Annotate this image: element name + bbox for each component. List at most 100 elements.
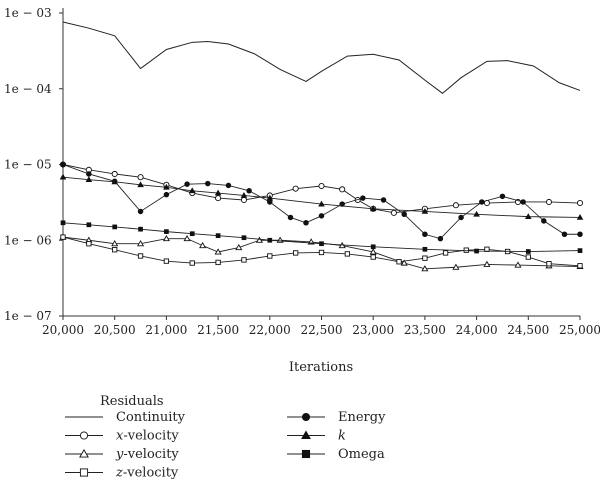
data-point-x-velocity <box>452 202 459 209</box>
x-axis-title: Iterations <box>289 360 353 375</box>
data-point-z-velocity <box>215 259 221 266</box>
data-point-x-velocity <box>137 174 144 181</box>
legend-item-energy: Energy <box>287 410 386 425</box>
data-point-energy <box>86 171 92 177</box>
data-point-k <box>137 181 144 188</box>
data-point-z-velocity <box>442 250 449 256</box>
series-line-energy <box>62 164 580 240</box>
data-point-z-velocity <box>525 254 531 260</box>
x-tick-label: 25,000 <box>559 323 600 337</box>
x-tick-label: 24,000 <box>456 323 498 337</box>
data-point-k <box>421 208 429 214</box>
data-point-omega <box>215 233 221 239</box>
data-point-k <box>85 176 93 183</box>
y-tick-label: 1e − 05 <box>4 158 52 172</box>
data-point-energy <box>60 161 66 168</box>
data-point-y-velocity <box>162 234 170 242</box>
series-layer <box>59 21 584 272</box>
data-point-k <box>576 214 584 220</box>
data-point-y-velocity <box>255 236 263 243</box>
data-point-energy <box>577 231 583 238</box>
x-tick-label: 23,500 <box>404 323 446 337</box>
data-point-omega <box>86 222 92 228</box>
legend-swatch-marker <box>301 430 311 440</box>
data-point-y-velocity <box>421 265 429 272</box>
data-point-omega <box>60 220 66 226</box>
data-point-energy <box>380 197 387 203</box>
data-point-energy <box>479 199 485 205</box>
legend-label: z-velocity <box>115 466 179 481</box>
legend-item-continuity: Continuity <box>65 410 186 425</box>
data-point-energy <box>163 191 170 198</box>
data-point-z-velocity <box>60 234 66 240</box>
legend-swatch-marker <box>79 431 89 440</box>
data-point-energy <box>499 193 506 200</box>
data-point-z-velocity <box>370 254 376 260</box>
x-axis: 20,000 20,500 21,000 21,500 22,000 22,500 23,0… <box>42 316 600 337</box>
series-continuity <box>62 21 581 94</box>
data-point-energy <box>246 188 252 194</box>
data-point-z-velocity <box>577 263 583 269</box>
data-point-y-velocity <box>235 243 243 251</box>
data-point-omega <box>370 244 376 250</box>
data-point-energy <box>137 208 144 215</box>
data-point-k <box>266 194 274 201</box>
data-point-k <box>369 205 377 212</box>
x-tick-label: 21,000 <box>145 323 187 337</box>
data-point-x-velocity <box>318 182 325 190</box>
x-tick-label: 21,500 <box>197 323 239 337</box>
data-point-z-velocity <box>267 253 273 259</box>
data-point-x-velocity <box>339 186 346 193</box>
data-point-k <box>240 192 248 198</box>
data-point-k <box>473 210 480 217</box>
x-tick-label: 22,500 <box>301 323 343 337</box>
data-point-energy <box>318 213 325 219</box>
data-point-energy <box>520 199 526 205</box>
series-x-velocity <box>59 161 584 216</box>
data-point-k <box>188 187 196 194</box>
data-point-x-velocity <box>390 209 397 216</box>
data-point-z-velocity <box>189 260 195 266</box>
data-point-energy <box>205 180 211 187</box>
data-point-y-velocity <box>137 240 145 247</box>
data-point-z-velocity <box>344 251 350 257</box>
data-point-energy <box>401 211 407 218</box>
legend-swatch-marker <box>301 412 311 422</box>
data-point-k <box>524 213 532 219</box>
data-point-omega <box>267 237 273 243</box>
data-point-z-velocity <box>422 255 428 261</box>
data-point-z-velocity <box>318 249 325 256</box>
y-tick-label: 1e − 03 <box>4 6 52 20</box>
legend-item-z-velocity: z-velocity <box>65 466 179 481</box>
series-line-z-velocity <box>62 236 581 267</box>
legend-swatch-marker <box>79 468 89 477</box>
x-tick-label: 24,500 <box>507 323 549 337</box>
data-point-omega <box>525 249 531 254</box>
data-point-k <box>318 200 325 207</box>
data-point-x-velocity <box>240 196 247 204</box>
data-point-energy <box>225 182 232 189</box>
data-point-y-velocity <box>514 261 522 268</box>
data-point-omega <box>474 248 479 254</box>
data-point-x-velocity <box>292 185 299 192</box>
data-point-y-velocity <box>483 260 491 267</box>
data-point-z-velocity <box>112 247 118 253</box>
data-point-energy <box>561 231 568 238</box>
legend-label: y-velocity <box>115 447 179 462</box>
data-point-energy <box>458 214 464 221</box>
legend-label: Energy <box>338 410 386 425</box>
series-omega <box>60 220 583 254</box>
data-point-k <box>214 189 222 196</box>
legend-label: k <box>338 429 346 444</box>
plot-frame <box>62 8 580 317</box>
data-point-energy <box>422 231 428 238</box>
data-point-k <box>111 178 119 185</box>
data-point-x-velocity <box>111 170 118 178</box>
data-point-y-velocity <box>199 241 207 249</box>
data-point-z-velocity <box>396 259 402 265</box>
data-point-x-velocity <box>215 195 222 202</box>
data-point-energy <box>541 218 547 224</box>
data-point-y-velocity <box>214 248 222 255</box>
data-point-energy <box>184 181 190 187</box>
